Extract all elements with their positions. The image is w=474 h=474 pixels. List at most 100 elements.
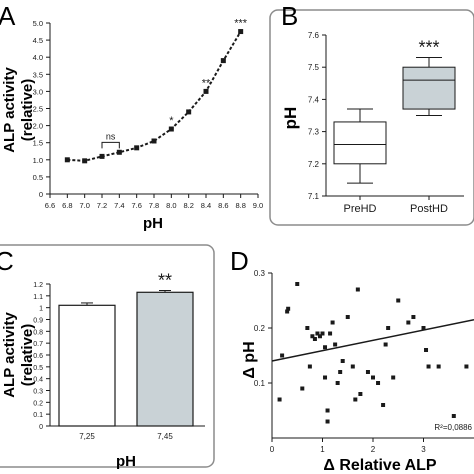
panel-b-significance: *** (418, 38, 439, 58)
panel-a-ytick-label: 4.0 (33, 53, 43, 62)
panel-c-ytick-label: 0.5 (33, 365, 43, 372)
panel-a-ytick-label: 1.0 (33, 156, 43, 165)
panel-b-label: B (281, 1, 298, 31)
panel-c-ytick-label: 1 (39, 306, 43, 313)
panel-b-ytick-label: 7.4 (308, 95, 320, 104)
panel-b-ytick-label: 7.6 (308, 31, 320, 40)
panel-a: A ALP activity (relative) pH 0 0.5 1.0 1.5 2… (0, 1, 263, 232)
panel-a-xtick-label: 8.2 (183, 201, 193, 210)
panel-a-ylabel: ALP activity (relative) (1, 67, 36, 153)
panel-b-ylabel: pH (281, 107, 300, 130)
panel-a-data-point (220, 58, 226, 64)
panel-a-ytick-label: 5.0 (33, 19, 43, 28)
panel-d-r-squared: R²=0,0886 (434, 423, 472, 432)
panel-c-ytick-label: 0.6 (33, 353, 43, 360)
panel-d-data-point (307, 364, 312, 369)
panel-a-xtick-label: 6.8 (62, 201, 72, 210)
panel-c-xlabel: pH (116, 453, 136, 470)
panel-a-xtick-label: 7.4 (114, 201, 124, 210)
panel-d-data-point (277, 397, 282, 402)
panel-d-data-point (386, 326, 391, 330)
panel-a-ylabel-line2: (relative) (19, 79, 36, 142)
panel-a-data-point (64, 157, 70, 163)
panel-c-ylabel-line2: (relative) (19, 324, 36, 387)
panel-d-data-point (451, 414, 456, 418)
panel-b-xtick-label: PostHD (410, 203, 448, 215)
panel-c-bar (58, 304, 116, 427)
panel-c-ylabel-line1: ALP activity (1, 312, 18, 398)
panel-a-ytick-label: 0 (39, 190, 43, 199)
panel-a-annotation: *** (234, 18, 248, 30)
panel-d-data-point (406, 320, 411, 325)
panel-d-data-point (376, 381, 381, 385)
panel-b-box (402, 66, 456, 110)
panel-c-ytick-label: 0.4 (33, 377, 43, 384)
panel-d-data-point (295, 282, 300, 286)
panel-d-data-point (355, 287, 360, 292)
panel-a-ytick-label: 4.5 (33, 36, 43, 45)
panel-c-ylabel: ALP activity (relative) (1, 312, 36, 398)
panel-c-xtick-label: 7,45 (157, 432, 173, 441)
panel-a-xtick-label: 8.0 (166, 201, 176, 210)
panel-d-data-point (396, 298, 401, 303)
panel-a-data-point (151, 138, 157, 144)
panel-a-annotation: ns (106, 131, 116, 141)
panel-d-xtick-label: 3 (421, 445, 426, 454)
panel-d-data-point (286, 306, 291, 311)
panel-d-data-point (335, 381, 340, 385)
panel-d-data-point (338, 370, 343, 374)
panel-d-data-point (371, 375, 375, 380)
panel-d-data-point (391, 375, 396, 380)
panel-d-data-point (353, 397, 358, 402)
panel-d-data-point (280, 353, 285, 358)
panel-b-axes: 7.1 7.2 7.3 7.4 7.5 7.6 PreHD PostHD (308, 31, 464, 215)
panel-b-ytick-label: 7.5 (308, 63, 320, 72)
panel-c-ytick-label: 0.1 (33, 412, 43, 419)
panel-a-xtick-label: 7.0 (79, 201, 89, 210)
panel-d-ytick-label: 0.3 (254, 269, 266, 278)
panel-a-xtick-label: 6.6 (45, 201, 55, 210)
panel-d-xlabel: Δ Relative ALP (323, 457, 436, 474)
panel-b: B pH 7.1 7.2 7.3 7.4 7.5 7.6 PreHD PostHD *** (269, 1, 474, 226)
panel-d-ytick-label: 0.1 (254, 379, 266, 388)
panel-d-data-point (325, 419, 330, 424)
panel-c-marks: ** (58, 271, 194, 427)
panel-b-xtick-label: PreHD (343, 203, 376, 215)
panel-d: D Δ pH Δ Relative ALP 0.1 0.2 0.3 0 1 2 3 R²=0… (230, 246, 474, 474)
panel-d-label: D (230, 246, 249, 276)
panel-b-frame (269, 9, 474, 226)
panel-d-data-point (383, 342, 388, 347)
panel-a-xtick-label: 7.8 (149, 201, 159, 210)
panel-a-marks: ns****** (64, 18, 248, 164)
panel-c-frame (0, 244, 215, 468)
panel-c-ytick-label: 0 (39, 424, 43, 431)
panel-a-data-point (99, 153, 105, 159)
panel-d-data-point (436, 364, 441, 369)
panel-d-data-point (365, 370, 370, 374)
panel-a-data-point (203, 88, 209, 94)
panel-a-xtick-label: 7.2 (97, 201, 107, 210)
panel-a-annotation: * (169, 115, 174, 127)
panel-a-data-point (82, 158, 88, 164)
panel-a-ytick-label: 3.0 (33, 87, 43, 96)
panel-d-data-point (325, 408, 330, 413)
panel-c-ytick-label: 0.9 (33, 318, 43, 325)
panel-d-data-point (328, 331, 333, 336)
panel-d-data-point (411, 315, 416, 319)
panel-a-annotation: ** (202, 77, 211, 89)
panel-a-axes: 0 0.5 1.0 1.5 2.0 2.5 3.0 3.5 4.0 4.5 5.0 6.6 6.8 7.0… (33, 19, 264, 210)
panel-a-xtick-label: 8.6 (218, 201, 228, 210)
panel-a-ytick-label: 2.0 (33, 122, 43, 131)
panel-a-xlabel: pH (143, 215, 163, 232)
panel-d-data-point (350, 364, 355, 369)
panel-a-ytick-label: 0.5 (33, 173, 43, 182)
panel-d-data-point (315, 331, 320, 336)
panel-d-data-point (333, 342, 338, 347)
panel-d-data-point (300, 386, 305, 391)
panel-c-ytick-label: 0.3 (33, 389, 43, 396)
panel-c-ytick-label: 0.8 (33, 329, 43, 336)
panel-d-data-point (323, 375, 328, 380)
panel-b-ytick-label: 7.2 (308, 160, 320, 169)
panel-d-axes: 0.1 0.2 0.3 0 1 2 3 (254, 269, 474, 454)
